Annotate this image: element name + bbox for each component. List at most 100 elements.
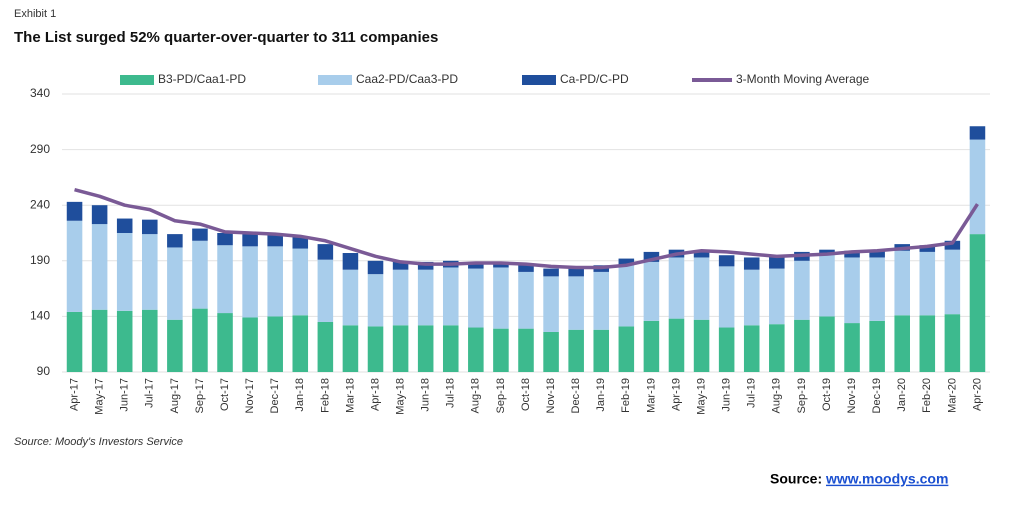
bar <box>969 126 986 140</box>
bar <box>693 250 710 258</box>
x-tick-label: Sep-18 <box>495 378 507 413</box>
x-tick-label: Jun-18 <box>420 378 432 412</box>
bar <box>543 268 559 277</box>
bar <box>969 234 986 372</box>
bar <box>919 251 936 316</box>
bar <box>543 276 559 332</box>
bar <box>242 234 258 247</box>
bar <box>794 319 810 372</box>
bar <box>367 274 384 327</box>
bar <box>718 327 735 372</box>
bar <box>417 269 434 326</box>
bar <box>142 234 158 310</box>
legend-swatch <box>120 75 154 85</box>
bar <box>317 244 334 260</box>
line <box>74 187 979 270</box>
bar <box>91 224 108 310</box>
bar <box>819 254 835 317</box>
bar <box>267 246 283 317</box>
bar <box>543 331 559 372</box>
bar <box>367 260 384 275</box>
bar <box>192 240 208 309</box>
x-tick-label: Nov-17 <box>244 378 256 413</box>
bar <box>91 309 108 372</box>
bar <box>242 317 258 372</box>
x-tick-label: Aug-17 <box>169 378 181 413</box>
x-tick-label: Jan-19 <box>595 378 607 412</box>
bar <box>468 327 484 372</box>
x-tick-label: May-19 <box>695 378 707 415</box>
bar <box>668 257 685 319</box>
bar <box>618 265 635 327</box>
x-tick-label: Feb-18 <box>319 378 331 413</box>
bar <box>342 269 359 326</box>
bar <box>718 255 735 267</box>
bar <box>217 245 233 314</box>
y-tick-label: 340 <box>30 86 50 100</box>
bar <box>292 248 309 316</box>
bar <box>518 264 534 272</box>
bar <box>116 310 133 372</box>
bar <box>769 256 785 269</box>
y-tick-label: 240 <box>30 197 50 211</box>
bar <box>142 309 158 372</box>
bar <box>844 323 860 372</box>
bar <box>116 218 133 233</box>
bar <box>844 250 860 258</box>
legend-swatch <box>318 75 352 85</box>
y-tick-label: 290 <box>30 142 50 156</box>
x-tick-label: Oct-17 <box>219 378 231 411</box>
bar <box>743 269 760 326</box>
footer-label: Source: <box>770 471 822 487</box>
x-tick-label: Feb-20 <box>921 378 933 413</box>
bar <box>518 328 534 372</box>
bar <box>769 324 785 372</box>
bar <box>944 314 961 372</box>
x-tick-label: Apr-19 <box>670 378 682 411</box>
x-tick-label: May-18 <box>395 378 407 415</box>
bar <box>167 319 183 372</box>
bar <box>819 249 835 255</box>
x-tick-label: Apr-18 <box>369 378 381 411</box>
bar <box>894 315 910 372</box>
bar <box>518 271 534 329</box>
bar <box>91 205 108 225</box>
x-tick-label: Aug-19 <box>771 378 783 413</box>
x-tick-label: Dec-17 <box>269 378 281 413</box>
bar <box>869 320 885 372</box>
x-tick-label: Oct-18 <box>520 378 532 411</box>
legend-label: B3-PD/Caa1-PD <box>158 72 246 86</box>
x-tick-label: Dec-19 <box>871 378 883 413</box>
legend-label: 3-Month Moving Average <box>736 72 870 86</box>
bar <box>468 268 484 328</box>
bar <box>568 329 584 372</box>
bar <box>944 240 961 250</box>
bar <box>969 139 986 235</box>
legend-label: Ca-PD/C-PD <box>560 72 629 86</box>
bar <box>593 271 610 330</box>
bar <box>743 325 760 372</box>
x-tick-label: Dec-18 <box>570 378 582 413</box>
legend-label: Caa2-PD/Caa3-PD <box>356 72 458 86</box>
x-tick-label: Apr-17 <box>68 378 80 411</box>
x-tick-label: Nov-18 <box>545 378 557 413</box>
bar <box>844 257 860 324</box>
bar <box>769 268 785 325</box>
bar <box>242 246 258 318</box>
x-tick-label: Jul-19 <box>746 378 758 408</box>
x-tick-label: Sep-17 <box>194 378 206 413</box>
bar <box>217 233 233 246</box>
footer-link[interactable]: www.moodys.com <box>825 471 948 487</box>
x-tick-label: Jun-19 <box>721 378 733 412</box>
bar <box>668 318 685 372</box>
bar <box>493 267 509 329</box>
x-tick-label: Feb-19 <box>620 378 632 413</box>
bar <box>167 234 183 248</box>
y-tick-label: 140 <box>30 309 50 323</box>
bar <box>66 311 83 372</box>
x-tick-label: Mar-20 <box>946 378 958 413</box>
bar <box>167 247 183 320</box>
x-tick-label: Jul-18 <box>445 378 457 408</box>
legend-swatch <box>522 75 556 85</box>
